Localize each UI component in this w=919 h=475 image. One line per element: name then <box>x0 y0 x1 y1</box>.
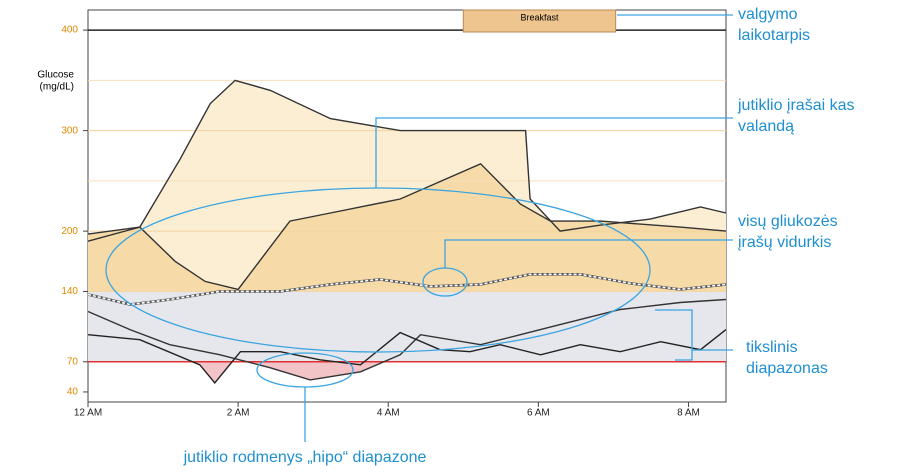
ellipse <box>422 267 468 297</box>
hourly-area <box>88 163 726 292</box>
annotation: diapazonas <box>746 360 828 377</box>
annotation: tikslinis <box>746 339 798 356</box>
x-tick-label: 8 AM <box>677 408 700 419</box>
y-tick-label: 200 <box>61 226 78 237</box>
series-line <box>87 79 727 242</box>
ellipse <box>105 187 651 353</box>
meal-label: Breakfast <box>520 12 559 22</box>
annotation: įrašų vidurkis <box>738 234 831 251</box>
x-tick-label: 4 AM <box>377 408 400 419</box>
annotation: visų gliukozės <box>738 213 838 230</box>
series-line <box>87 162 727 291</box>
annotation: laikotarpis <box>738 27 810 44</box>
y-tick-label: 140 <box>61 286 78 297</box>
y-label: Glucose <box>37 70 74 81</box>
y-tick-label: 400 <box>61 25 78 36</box>
leader-line <box>444 239 733 268</box>
series-line <box>87 329 727 385</box>
leader-line <box>655 309 733 361</box>
y-tick-label: 300 <box>61 125 78 136</box>
series-line <box>87 273 727 306</box>
y-tick-label: 70 <box>67 356 79 367</box>
x-tick-label: 2 AM <box>227 408 250 419</box>
series-line <box>87 298 727 381</box>
annotation: jutiklio rodmenys „hipo“ diapazone <box>183 449 427 466</box>
ellipse <box>256 352 354 388</box>
plot-layer: 40 70 140 200 300 400 12 AM 2 AM 4 AM 6 AM 8 AM Bre… <box>61 9 727 419</box>
annotation: valandą <box>738 118 794 135</box>
y-tick-label: 40 <box>67 387 79 398</box>
leader-line <box>375 117 733 188</box>
annotation: valgymo <box>738 6 798 23</box>
hypo-area <box>88 361 726 383</box>
x-tick-label: 12 AM <box>74 408 102 419</box>
meal-box <box>462 9 617 33</box>
annotation: jutiklio įrašai kas <box>737 97 854 114</box>
x-tick-label: 6 AM <box>527 408 550 419</box>
y-label: (mg/dL) <box>40 82 74 93</box>
